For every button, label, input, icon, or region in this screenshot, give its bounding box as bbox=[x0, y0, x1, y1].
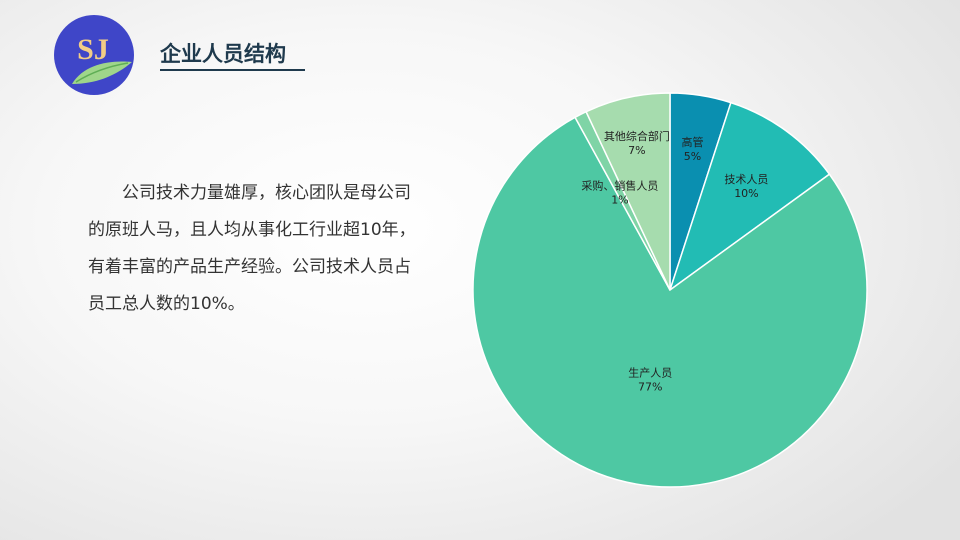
pie-slice-label: 采购、销售人员 1% bbox=[581, 179, 658, 207]
leaf-vein-icon bbox=[75, 62, 129, 83]
logo-circle bbox=[54, 15, 134, 95]
staff-structure-pie-chart: 高管 5% 技术人员 10% 生产人员 77% 采购、销售人员 1% 其他综合部门 7% bbox=[472, 92, 868, 488]
pie-slice-label: 生产人员 77% bbox=[628, 365, 672, 393]
leaf-icon bbox=[72, 61, 132, 84]
pie-slice bbox=[585, 92, 671, 291]
title-underline bbox=[160, 69, 305, 71]
pie-labels: 高管 5% 技术人员 10% 生产人员 77% 采购、销售人员 1% 其他综合部门 7% bbox=[581, 129, 768, 393]
pie-slice-label: 技术人员 10% bbox=[724, 173, 768, 200]
pie-slice bbox=[668, 101, 831, 292]
logo-text: SJ bbox=[77, 33, 109, 66]
page-title: 企业人员结构 bbox=[160, 42, 286, 66]
company-logo: SJ bbox=[54, 15, 134, 95]
pie-slice-label: 其他综合部门 7% bbox=[604, 129, 670, 157]
description-paragraph: 公司技术力量雄厚，核心团队是母公司的原班人马，且人均从事化工行业超10年，有着丰… bbox=[88, 183, 416, 314]
pie-slice bbox=[472, 116, 868, 488]
pie-slice-label: 高管 5% bbox=[681, 135, 703, 163]
pie-slices bbox=[472, 92, 868, 488]
